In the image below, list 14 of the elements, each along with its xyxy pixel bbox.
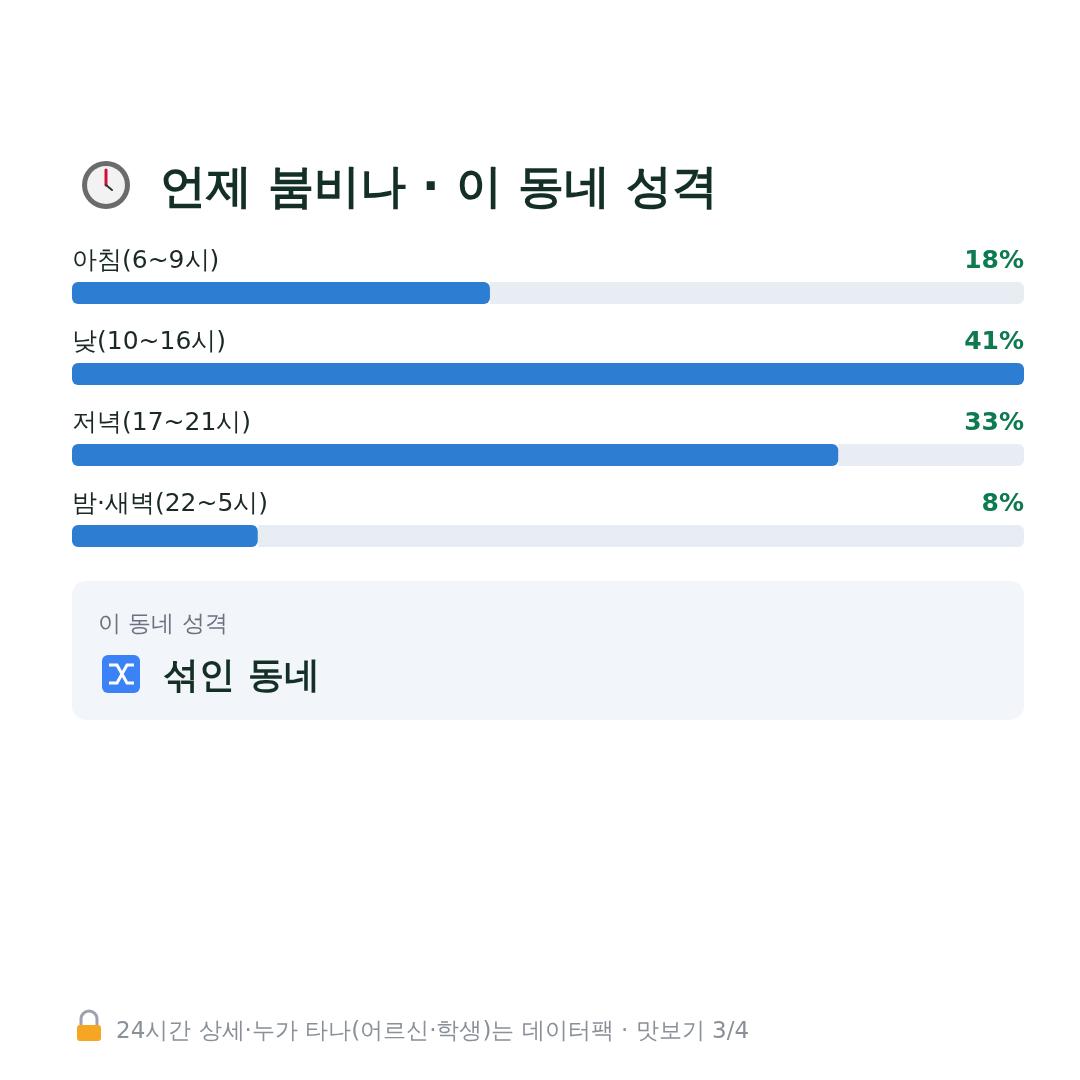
data-label: 8% bbox=[981, 488, 1024, 517]
y-tick-label: 아침(6~9시) bbox=[72, 245, 220, 274]
y-tick-label: 낮(10~16시) bbox=[72, 326, 227, 355]
data-label: 18% bbox=[964, 245, 1024, 274]
data-label: 41% bbox=[964, 326, 1024, 355]
data-label: 33% bbox=[964, 407, 1024, 436]
text: 이 동네 성격 bbox=[98, 610, 228, 636]
text: 섞인 동네 bbox=[163, 654, 320, 695]
bar bbox=[72, 363, 1024, 385]
y-tick-label: 저녁(17~21시) bbox=[72, 407, 252, 436]
bar bbox=[72, 525, 258, 547]
text: 24시간 상세·누가 타나(어르신·학생)는 데이터팩 · 맛보기 3/4 bbox=[116, 1017, 750, 1043]
y-tick-label: 밤·새벽(22~5시) bbox=[72, 488, 269, 517]
chart-title: 언제 붐비나 · 이 동네 성격 bbox=[160, 159, 718, 213]
